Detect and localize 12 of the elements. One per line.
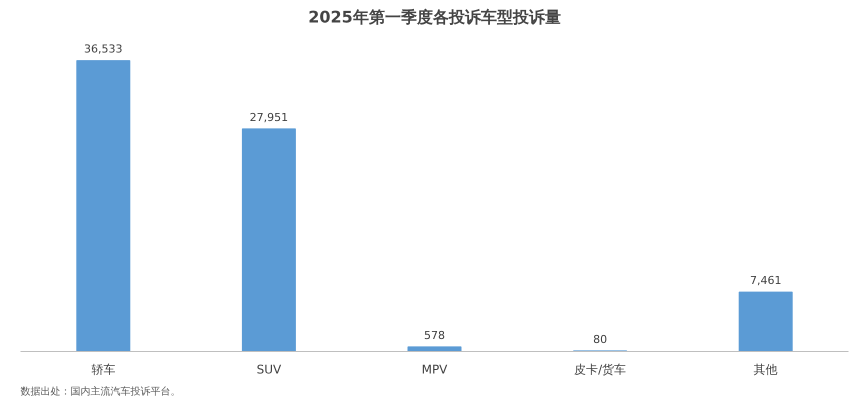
- text: 数据出处：国内主流汽车投诉平台。: [20, 386, 180, 398]
- x-tick-label: 皮卡/货车: [574, 362, 626, 376]
- data-label: 36,533: [84, 42, 123, 56]
- data-label: 80: [593, 332, 608, 346]
- x-tick-label: 其他: [754, 362, 778, 376]
- data-label: 578: [424, 328, 445, 342]
- data-label: 27,951: [250, 110, 288, 124]
- chart-title: 2025年第一季度各投诉车型投诉量: [308, 8, 561, 26]
- x-tick-label: MPV: [422, 362, 448, 376]
- data-label: 7,461: [750, 274, 782, 288]
- x-tick-label: 轿车: [91, 362, 116, 376]
- x-tick-label: SUV: [256, 362, 282, 376]
